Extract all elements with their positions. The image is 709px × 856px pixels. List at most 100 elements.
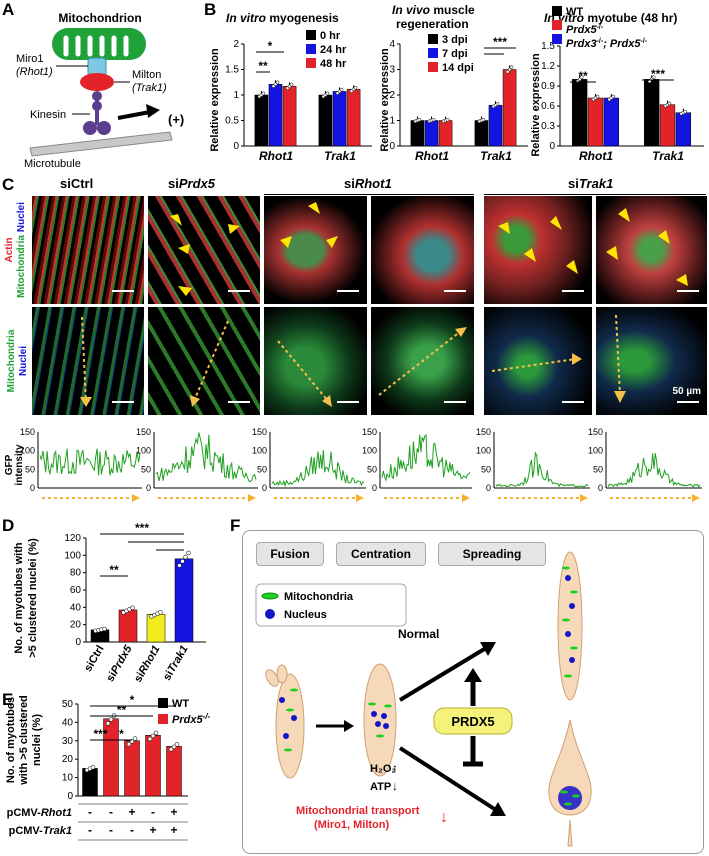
f-normal-cell <box>557 551 583 701</box>
b3-legend-swatch <box>552 20 562 30</box>
b1-dot <box>261 91 266 96</box>
e-ylabel-1: No. of myotubes <box>5 697 17 783</box>
micrograph-r2-ctrl <box>32 307 144 415</box>
f-normal-nucleus-2 <box>569 603 575 609</box>
d-xlabel: siPrdx5 <box>104 643 135 684</box>
f-defect-mito-3 <box>564 802 572 806</box>
b1-ytick-label: 1 <box>233 90 239 101</box>
b2-ytick-label: 3 <box>389 65 395 76</box>
b2-xlabel: Trak1 <box>480 149 512 163</box>
e-bar <box>124 740 140 797</box>
f-normal-mito-3 <box>562 618 570 622</box>
e-row-cell: + <box>128 805 135 819</box>
e-bar <box>82 768 98 797</box>
b3-sig-label: ** <box>578 69 588 83</box>
gfp-tick-label: 0 <box>372 483 377 493</box>
miro1-label: Miro1 <box>16 53 44 65</box>
e-ytick-label: 20 <box>62 754 74 765</box>
kinesin-foot2 <box>97 121 111 135</box>
f-legend-mito-swatch <box>261 592 279 600</box>
microtubule-shape <box>29 131 173 157</box>
e-ytick-label: 10 <box>62 773 74 784</box>
b1-legend-label: 24 hr <box>320 44 347 56</box>
b3-legend-label: WT <box>566 6 583 18</box>
f-defect-mito-2 <box>572 794 580 798</box>
panel-letter-d: D <box>2 516 15 535</box>
gfp-ylabel-1: GFP <box>4 454 15 475</box>
f-stage-centration: Centration <box>336 542 426 566</box>
gfp-tick-label: 50 <box>593 464 603 474</box>
f-arrow-defect <box>398 746 498 812</box>
gfp-tick-label: 150 <box>588 427 603 437</box>
gfp-tick-label: 0 <box>598 483 603 493</box>
b3-ytick-label: 1.2 <box>541 61 555 72</box>
svg-text:Actin: Actin <box>4 238 15 263</box>
b2-legend-label: 3 dpi <box>442 34 468 46</box>
d-xlabel-gene: Ctrl <box>87 644 107 666</box>
d-bar <box>146 614 166 643</box>
b2-dot <box>495 102 500 106</box>
f-fusion-mito-3 <box>290 688 298 692</box>
gfp-arrow-head <box>248 494 256 502</box>
kinesin-foot1 <box>83 121 97 135</box>
micrograph-r1-rhot1-a <box>264 196 367 304</box>
f-arrow-defect-head <box>490 802 506 816</box>
e-row-cell: - <box>88 805 92 819</box>
gfp-tick-label: 0 <box>262 483 267 493</box>
f-transport-down: ↓ <box>440 809 448 826</box>
b2-ytick-label: 2 <box>389 90 395 101</box>
b2-legend-swatch <box>428 62 438 72</box>
gfp-tick-label: 0 <box>30 483 35 493</box>
b1-bar <box>282 86 297 147</box>
f-centration-nucleus-3 <box>375 721 381 727</box>
f-normal-nucleus-1 <box>565 575 571 581</box>
milton-shape <box>80 73 114 91</box>
micrograph-r2-rhot1-a <box>264 307 367 415</box>
f-normal-nucleus-3 <box>565 631 571 637</box>
gfp-tick-label: 50 <box>25 464 35 474</box>
b1-bar <box>332 91 347 147</box>
b2-title: In vivo muscle <box>392 3 475 17</box>
e-dot <box>147 736 153 742</box>
b2-legend-label: 7 dpi <box>442 48 468 60</box>
f-arrow-normal <box>398 646 488 702</box>
f-centration-mito-1 <box>368 702 376 706</box>
gfp-tick-label: 0 <box>486 483 491 493</box>
panel-letter-a: A <box>2 0 15 19</box>
d-bar <box>118 609 138 643</box>
f-defect-nuclei-cluster <box>558 786 582 810</box>
gfp-arrow-head <box>132 494 140 502</box>
f-normal-mito-5 <box>564 674 572 678</box>
micrograph-r1-rhot1-b <box>371 196 474 304</box>
c-row1-label: Actin MitochondriaNuclei <box>0 196 30 304</box>
b1-legend-label: 48 hr <box>320 58 347 70</box>
d-ytick-label: 20 <box>70 620 82 631</box>
b2-dot <box>445 117 450 122</box>
b1-bar <box>318 94 333 147</box>
f-atp-label: ATP <box>370 781 391 793</box>
e-row-label-pre: pCMV- <box>7 807 42 819</box>
micrograph-r2-trak1-a <box>484 307 592 415</box>
f-prdx5-badge <box>433 707 513 735</box>
gfp-tick-label: 150 <box>476 427 491 437</box>
e-row-cell: - <box>109 823 113 837</box>
e-row-cell: - <box>109 805 113 819</box>
f-fusion-nucleus-3 <box>283 733 289 739</box>
e-ytick-label: 0 <box>67 791 73 802</box>
d-ytick-label: 120 <box>64 533 81 544</box>
d-ytick-label: 100 <box>64 550 81 561</box>
c-rhot1-bracket <box>264 194 474 195</box>
mitochondrion-cristae <box>63 35 129 57</box>
f-fusion-nucleus-1 <box>279 697 285 703</box>
microtubule-label: Microtubule <box>24 158 81 170</box>
e-row-cell: + <box>170 805 177 819</box>
d-ytick-label: 0 <box>75 637 81 648</box>
b3-legend-swatch <box>552 34 562 44</box>
gfp-arrow-head <box>580 494 588 502</box>
f-centration-mito-2 <box>384 704 392 708</box>
f-stage-spreading: Spreading <box>438 542 546 566</box>
d-ytick-label: 60 <box>70 585 82 596</box>
f-atp-down: ↓ <box>392 779 398 793</box>
e-dot <box>174 742 180 747</box>
b2-bar <box>410 120 425 147</box>
